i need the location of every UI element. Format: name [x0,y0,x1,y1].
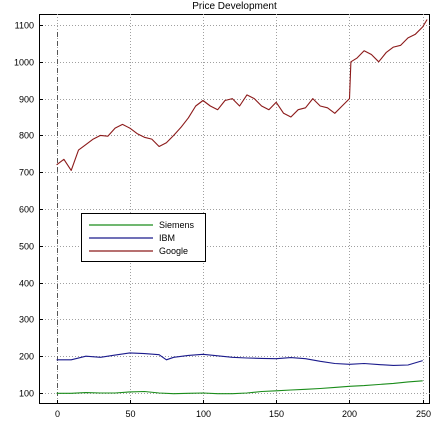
tick-label-x: 50 [125,409,135,419]
chart-title: Price Development [192,1,277,12]
tick-label-y: 800 [19,131,34,141]
tick-label-y: 1100 [15,21,34,31]
tick-label-x: 0 [55,409,60,419]
legend-label-google: Google [159,246,188,256]
tick-label-x: 100 [196,409,211,419]
series-lines [56,19,428,395]
tick-label-y: 700 [19,168,34,178]
series-line-ibm [56,352,423,366]
tick-label-x: 250 [416,409,431,419]
legend: Siemens IBM Google [81,213,206,262]
tick-label-y: 200 [19,352,34,362]
tick-label-x: 150 [269,409,284,419]
tick-label-x: 200 [342,409,357,419]
tick-label-y: 500 [19,242,34,252]
tick-label-y: 600 [19,205,34,215]
tick-label-y: 900 [19,95,34,105]
legend-label-siemens: Siemens [159,220,195,230]
legend-label-ibm: IBM [159,233,175,243]
axis-ticks: 0 50 100 150 200 250 100 200 300 400 500 600 700 800 9… [14,21,431,420]
series-line-google [56,19,428,171]
grid [39,14,430,404]
tick-label-y: 300 [19,315,34,325]
series-line-siemens [56,380,423,395]
tick-label-y: 100 [19,389,34,399]
tick-label-y: 400 [19,279,34,289]
tick-label-y: 1000 [14,58,34,68]
